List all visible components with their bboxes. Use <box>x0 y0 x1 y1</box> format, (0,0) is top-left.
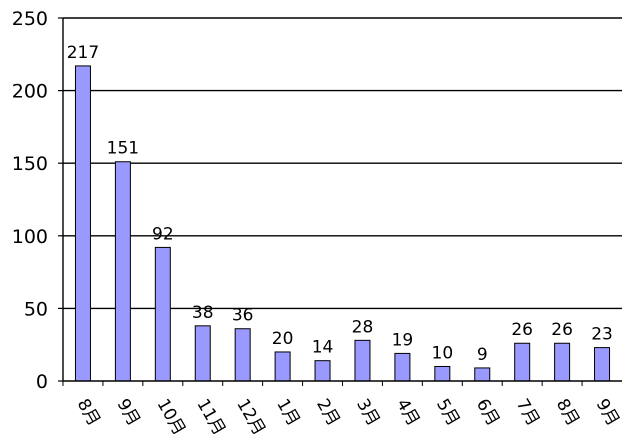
bar <box>394 352 411 382</box>
bar <box>314 360 331 382</box>
x-tick-label: 4月 <box>392 396 423 430</box>
axes <box>58 17 622 386</box>
bar <box>234 328 251 382</box>
x-tick-label: 2月 <box>312 396 343 430</box>
x-tick-label: 5月 <box>432 396 463 430</box>
x-tick-labels: 8月 9月 10月 11月 12月 1月 2月 3月 4月 5月 6月 7月 8月 9月 <box>73 396 623 439</box>
data-label: 9 <box>477 345 488 365</box>
bar <box>74 65 91 382</box>
x-tick-label: 1月 <box>272 396 303 430</box>
y-tick-labels: 0 50 100 150 200 250 <box>12 8 48 393</box>
data-label: 26 <box>551 320 573 340</box>
data-labels: 217 151 92 38 36 20 14 28 19 10 9 26 26 23 <box>67 43 613 365</box>
bar <box>354 339 371 382</box>
y-tick-label: 150 <box>12 153 48 175</box>
y-tick-label: 50 <box>24 298 48 320</box>
x-tick-label: 9月 <box>592 396 623 430</box>
data-label: 38 <box>192 303 214 323</box>
data-label: 92 <box>152 224 174 244</box>
bar <box>474 367 491 382</box>
y-tick-label: 100 <box>12 226 48 248</box>
data-label: 217 <box>67 43 99 63</box>
y-tick-label: 0 <box>36 371 48 393</box>
x-tick-label: 9月 <box>113 396 144 430</box>
bar <box>514 342 531 382</box>
data-label: 14 <box>312 338 334 358</box>
x-tick-label: 11月 <box>192 396 229 439</box>
data-label: 10 <box>432 343 454 363</box>
data-label: 26 <box>511 320 533 340</box>
data-label: 36 <box>232 306 254 326</box>
y-tick-label: 200 <box>12 81 48 103</box>
gridlines <box>63 17 622 310</box>
bar <box>114 161 131 382</box>
x-tick-label: 8月 <box>73 396 104 430</box>
bar <box>554 342 571 382</box>
x-tick-label: 7月 <box>512 396 543 430</box>
bar <box>154 246 171 382</box>
bar <box>594 347 611 382</box>
bar <box>274 351 291 382</box>
x-tick-label: 8月 <box>552 396 583 430</box>
data-label: 23 <box>591 325 613 345</box>
x-tick-label: 3月 <box>352 396 383 430</box>
x-tick-label: 10月 <box>152 396 189 439</box>
data-label: 151 <box>107 139 139 159</box>
bar <box>434 365 451 382</box>
x-tick-label: 6月 <box>472 396 503 430</box>
data-label: 28 <box>352 317 374 337</box>
data-label: 20 <box>272 329 294 349</box>
bar <box>194 325 211 382</box>
data-label: 19 <box>392 330 414 350</box>
x-tick-label: 12月 <box>232 396 269 439</box>
y-tick-label: 250 <box>12 8 48 30</box>
